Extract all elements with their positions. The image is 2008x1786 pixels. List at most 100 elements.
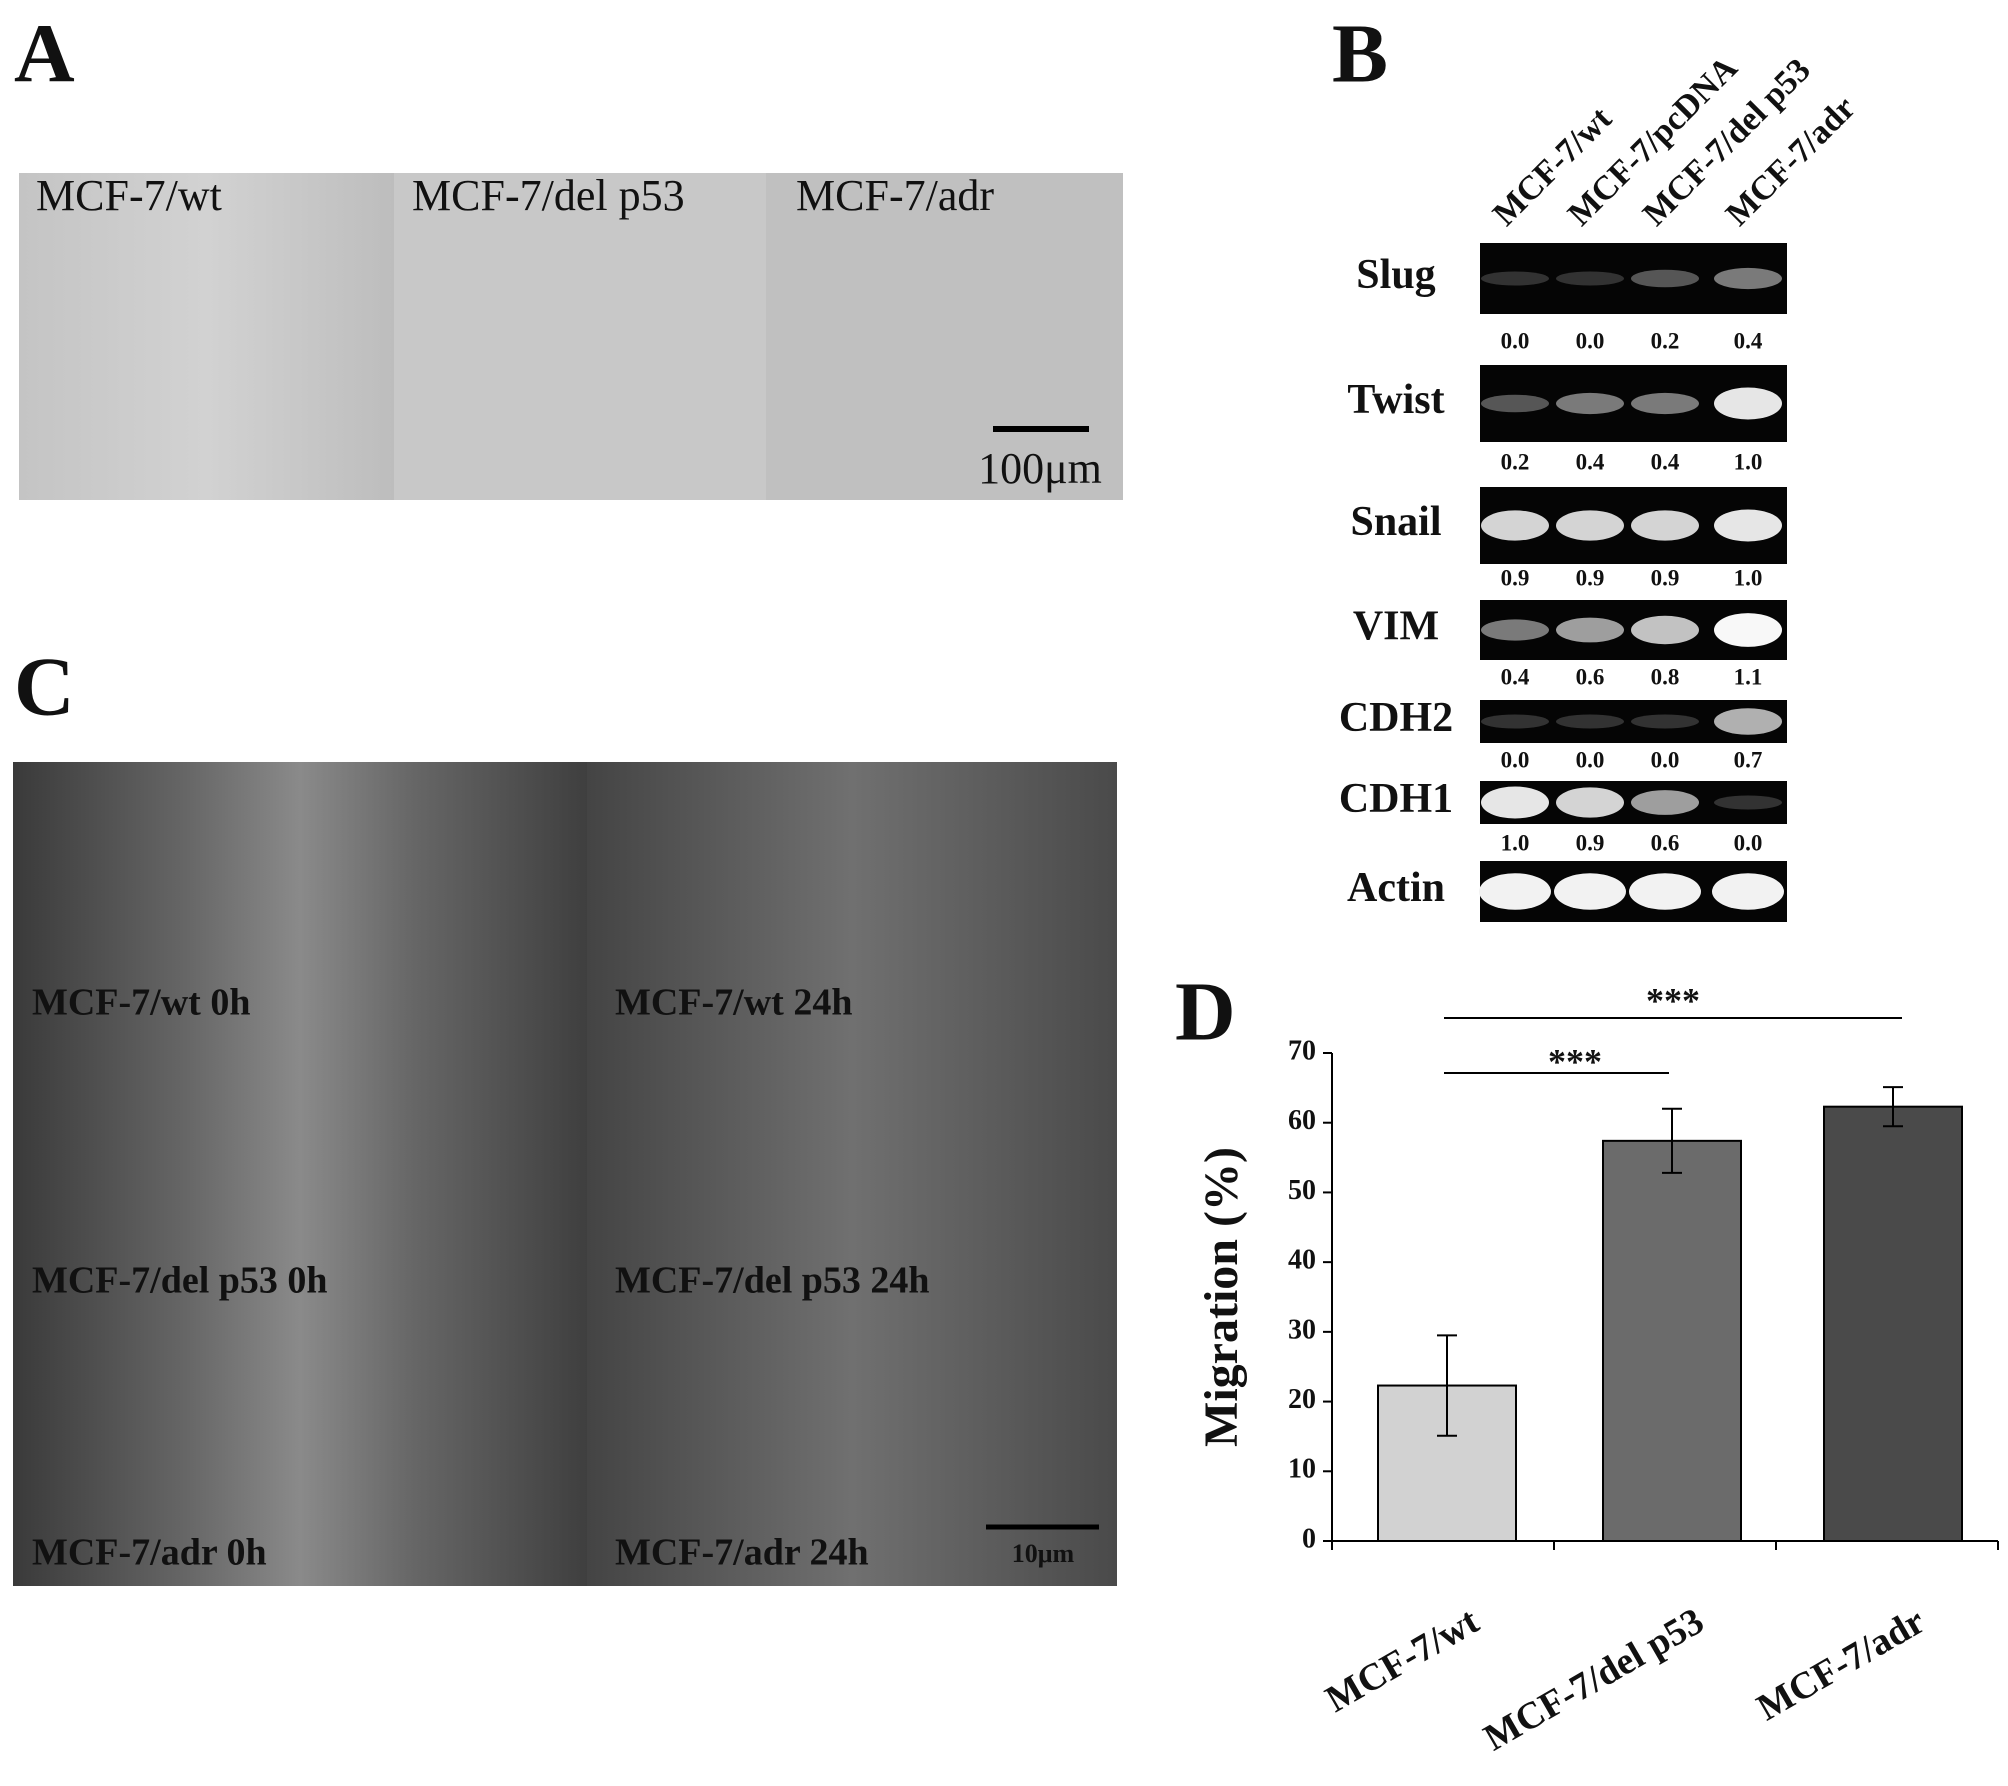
band	[1554, 873, 1626, 910]
band	[1556, 617, 1624, 643]
band-value: 0.0	[1576, 328, 1605, 353]
caption: MCF-7/del p53	[412, 171, 685, 220]
panel-label: A	[14, 7, 75, 100]
band-value: 0.2	[1651, 328, 1680, 353]
caption: MCF-7/del p53 24h	[615, 1260, 930, 1302]
band	[1479, 873, 1551, 910]
band-value: 0.9	[1576, 830, 1605, 855]
band-value: 0.0	[1501, 328, 1530, 353]
band-value: 0.4	[1576, 449, 1605, 474]
band-value: 0.9	[1576, 565, 1605, 590]
band-value: 0.2	[1501, 449, 1530, 474]
band-value: 0.8	[1651, 664, 1680, 689]
band	[1556, 271, 1624, 286]
y-tick-label: 10	[1288, 1454, 1316, 1485]
panel-c: C MCF-7/wt 0h MCF-7/wt 24h MCF-7/del p53 0h…	[13, 640, 1117, 1586]
y-tick-label: 30	[1288, 1314, 1316, 1345]
gene-label: VIM	[1353, 604, 1439, 650]
band-value: 0.9	[1501, 565, 1530, 590]
band	[1481, 714, 1549, 729]
band	[1481, 619, 1549, 641]
y-tick-label: 50	[1288, 1175, 1316, 1206]
band-value: 0.4	[1651, 449, 1680, 474]
x-tick-label: MCF-7/del p53	[1477, 1600, 1711, 1759]
band	[1481, 786, 1549, 819]
gene-label: CDH1	[1339, 776, 1453, 822]
caption: MCF-7/del p53 0h	[32, 1260, 328, 1302]
panel-label: D	[1175, 965, 1236, 1058]
band	[1714, 387, 1782, 420]
scale-label: 10μm	[1012, 1539, 1075, 1568]
caption: MCF-7/wt 0h	[32, 982, 250, 1024]
micrograph	[13, 1313, 587, 1586]
band-value: 0.0	[1651, 747, 1680, 772]
band-value: 1.0	[1734, 565, 1763, 590]
band	[1631, 269, 1699, 288]
band	[1556, 392, 1624, 415]
caption: MCF-7/adr 24h	[615, 1532, 869, 1574]
band-value: 0.4	[1734, 328, 1763, 353]
band	[1714, 795, 1782, 810]
y-axis-label: Migration (%)	[1195, 1147, 1248, 1447]
band-value: 0.4	[1501, 664, 1530, 689]
band	[1631, 790, 1699, 815]
band-value: 0.6	[1576, 664, 1605, 689]
caption: MCF-7/wt 24h	[615, 982, 852, 1024]
band-value: 0.0	[1734, 830, 1763, 855]
significance-label: ***	[1646, 980, 1700, 1020]
micrograph	[13, 762, 587, 1035]
band	[1631, 714, 1699, 729]
y-tick-label: 70	[1288, 1035, 1316, 1066]
band-value: 0.7	[1734, 747, 1763, 772]
micrograph	[13, 1035, 587, 1313]
band	[1714, 708, 1782, 735]
band	[1631, 510, 1699, 541]
band	[1712, 873, 1784, 910]
caption: MCF-7/adr 0h	[32, 1532, 267, 1574]
y-tick-label: 60	[1288, 1105, 1316, 1136]
gene-label: Actin	[1347, 865, 1445, 911]
panel-label: C	[14, 640, 75, 733]
band	[1556, 510, 1624, 541]
band	[1481, 271, 1549, 286]
y-tick-label: 40	[1288, 1245, 1316, 1276]
gene-label: Twist	[1347, 377, 1444, 423]
y-tick-label: 20	[1288, 1384, 1316, 1415]
panel-a: A MCF-7/wt MCF-7/del p53 MCF-7/adr 100μm	[14, 7, 1123, 500]
micrograph	[587, 1313, 1117, 1586]
panel-label: B	[1332, 7, 1388, 100]
micrograph	[587, 762, 1117, 1035]
caption: MCF-7/adr	[796, 171, 994, 220]
band-value: 1.0	[1501, 830, 1530, 855]
band	[1714, 613, 1782, 647]
band-value: 0.0	[1501, 747, 1530, 772]
gene-label: Slug	[1356, 252, 1435, 298]
y-tick-label: 0	[1302, 1523, 1316, 1554]
micrograph	[766, 173, 1123, 500]
band	[1714, 509, 1782, 542]
bar	[1823, 1105, 1963, 1543]
band-value: 1.0	[1734, 449, 1763, 474]
gene-label: CDH2	[1339, 695, 1453, 741]
significance-label: ***	[1548, 1041, 1602, 1081]
band	[1556, 787, 1624, 818]
band-value: 0.9	[1651, 565, 1680, 590]
micrograph	[19, 173, 394, 500]
scale-label: 100μm	[978, 444, 1102, 493]
band-value: 0.6	[1651, 830, 1680, 855]
band	[1481, 394, 1549, 413]
band	[1631, 615, 1699, 645]
band-value: 0.0	[1576, 747, 1605, 772]
caption: MCF-7/wt	[36, 171, 222, 220]
x-tick-label: MCF-7/adr	[1750, 1600, 1932, 1729]
bar	[1602, 1139, 1742, 1542]
micrograph	[587, 1035, 1117, 1313]
band	[1556, 714, 1624, 729]
band-value: 1.1	[1734, 664, 1763, 689]
band	[1481, 510, 1549, 541]
gene-label: Snail	[1350, 499, 1441, 545]
band	[1714, 267, 1782, 290]
